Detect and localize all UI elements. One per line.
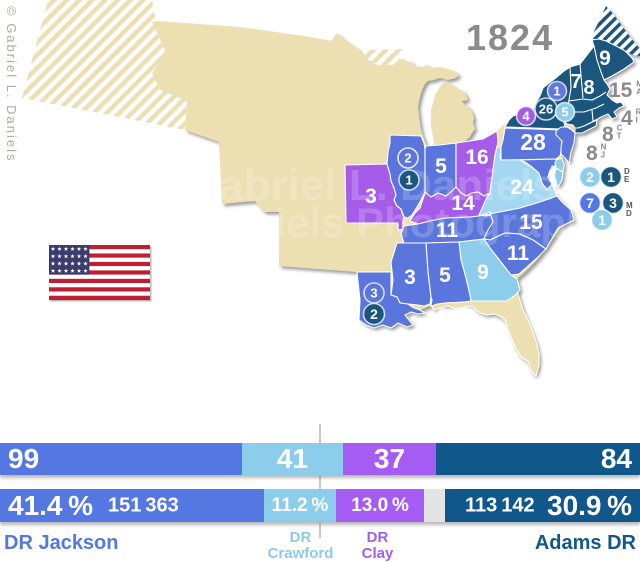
svg-text:D: D: [626, 209, 632, 218]
svg-text:15: 15: [519, 211, 543, 234]
svg-text:J: J: [601, 151, 605, 160]
svg-text:R: R: [636, 108, 640, 117]
svg-text:N: N: [601, 143, 607, 152]
svg-text:11: 11: [507, 242, 530, 265]
svg-text:14: 14: [451, 192, 475, 215]
svg-text:16: 16: [465, 146, 488, 169]
svg-text:2: 2: [586, 169, 594, 185]
svg-text:M: M: [626, 201, 633, 210]
svg-text:4: 4: [522, 109, 530, 124]
svg-text:E: E: [624, 175, 630, 184]
svg-text:4: 4: [621, 107, 633, 130]
svg-text:1: 1: [405, 173, 412, 188]
svg-text:9: 9: [599, 47, 611, 70]
svg-text:D: D: [624, 167, 630, 176]
svg-text:I: I: [636, 116, 638, 125]
svg-text:5: 5: [561, 105, 568, 120]
svg-text:15: 15: [609, 79, 633, 102]
svg-text:24: 24: [510, 176, 534, 199]
svg-text:8: 8: [586, 142, 598, 165]
svg-text:7: 7: [586, 195, 594, 211]
svg-text:2: 2: [404, 151, 411, 166]
svg-text:5: 5: [435, 155, 447, 178]
svg-text:T: T: [617, 132, 622, 141]
svg-text:© Gabriel L. Daniels: © Gabriel L. Daniels: [4, 6, 19, 163]
svg-text:2: 2: [370, 306, 378, 322]
svg-text:1824: 1824: [466, 17, 554, 58]
svg-text:M: M: [636, 80, 640, 89]
svg-text:Gabriel L. Daniels: Gabriel L. Daniels: [185, 161, 557, 210]
svg-text:9: 9: [477, 261, 489, 284]
svg-text:1: 1: [598, 212, 606, 228]
svg-text:26: 26: [539, 102, 553, 117]
svg-text:3: 3: [404, 266, 416, 289]
svg-text:5: 5: [439, 264, 451, 287]
svg-text:3: 3: [365, 185, 377, 208]
svg-text:A: A: [636, 88, 640, 97]
svg-text:1: 1: [607, 169, 615, 185]
svg-text:1: 1: [553, 84, 560, 99]
svg-text:3: 3: [370, 286, 377, 301]
svg-text:7: 7: [570, 71, 581, 93]
svg-text:C: C: [617, 124, 623, 133]
svg-text:28: 28: [520, 129, 546, 155]
svg-text:3: 3: [609, 195, 617, 211]
svg-text:11: 11: [436, 219, 459, 242]
svg-text:8: 8: [583, 77, 594, 99]
svg-text:Daniels Photography: Daniels Photography: [195, 199, 616, 246]
svg-text:8: 8: [602, 123, 614, 146]
